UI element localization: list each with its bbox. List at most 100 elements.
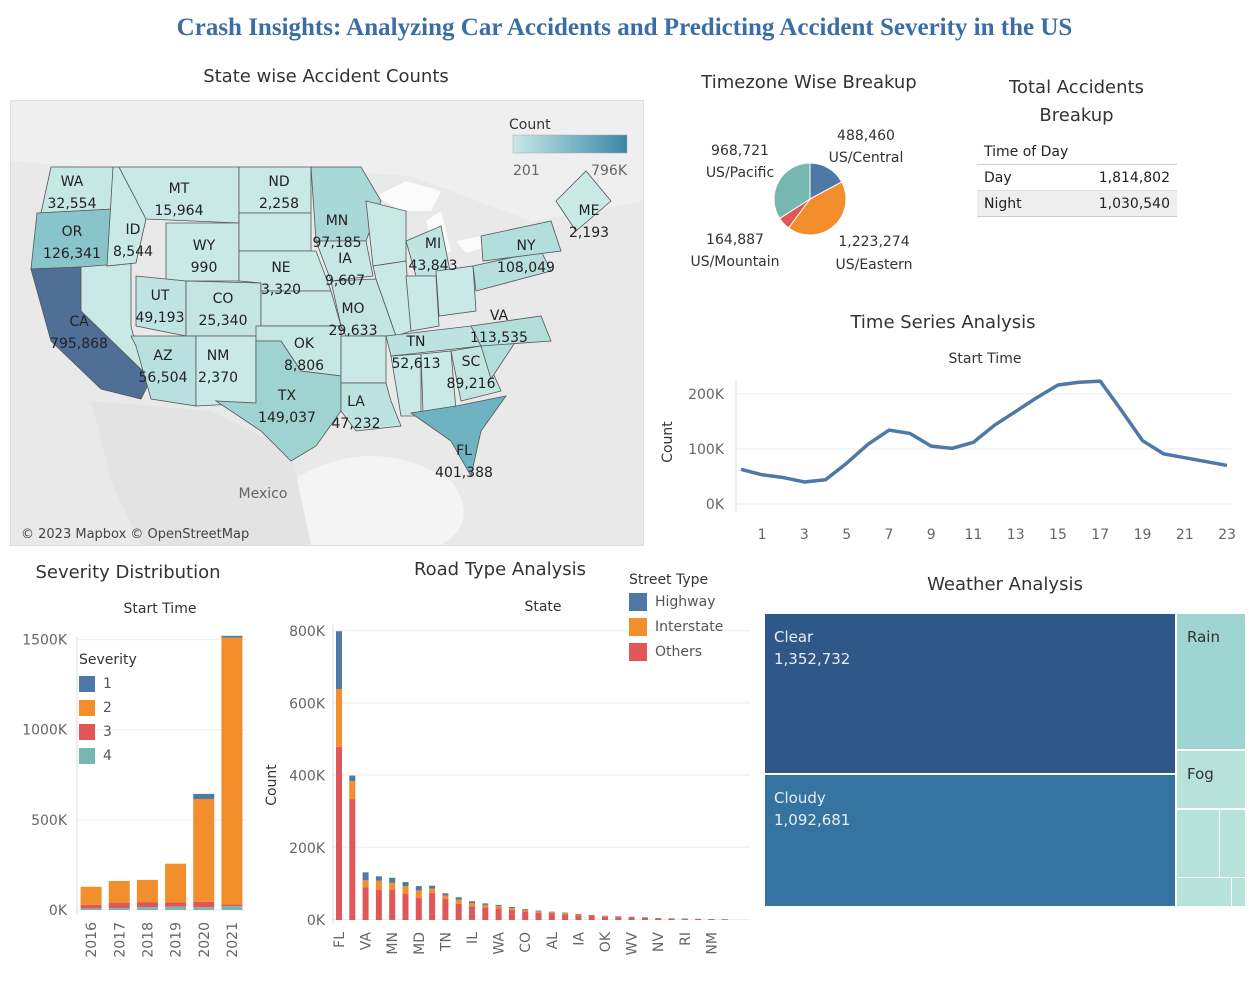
roadtype-bar-0-interstate[interactable]	[336, 688, 342, 747]
severity-bar-2021-s3[interactable]	[221, 904, 243, 907]
roadtype-bar-13-others[interactable]	[508, 909, 515, 920]
severity-bar-2021-s4[interactable]	[221, 906, 243, 910]
roadtype-bar-5-others[interactable]	[402, 894, 409, 920]
severity-bar-2017-s4[interactable]	[108, 908, 130, 910]
severity-bar-2019-s2[interactable]	[165, 863, 187, 903]
roadtype-bar-19-interstate[interactable]	[588, 915, 595, 917]
roadtype-bar-28-highway[interactable]	[708, 919, 715, 920]
roadtype-bar-27-highway[interactable]	[695, 918, 702, 920]
roadtype-bar-15-highway[interactable]	[535, 910, 542, 912]
roadtype-bar-4-highway[interactable]	[389, 877, 396, 883]
roadtype-bar-28-others[interactable]	[708, 919, 715, 920]
severity-legend-item-4[interactable]: 4	[79, 744, 137, 768]
severity-bar-2020-s3[interactable]	[193, 901, 215, 908]
roadtype-bar-26-highway[interactable]	[681, 918, 688, 920]
weather-treemap[interactable]: Clear 1,352,732 Cloudy 1,092,681 Rain Fo…	[765, 614, 1245, 906]
roadtype-bar-18-others[interactable]	[575, 915, 582, 920]
weather-tile-small-2[interactable]	[1220, 810, 1245, 878]
roadtype-bar-23-others[interactable]	[641, 917, 648, 920]
roadtype-bar-18-highway[interactable]	[575, 913, 582, 915]
roadtype-bar-7-interstate[interactable]	[429, 888, 436, 893]
roadtype-bar-20-highway[interactable]	[602, 915, 608, 917]
roadtype-bar-5-interstate[interactable]	[402, 886, 409, 895]
roadtype-bar-9-others[interactable]	[455, 903, 462, 920]
roadtype-bar-14-others[interactable]	[522, 911, 529, 920]
roadtype-bar-22-others[interactable]	[628, 917, 635, 920]
roadtype-bar-14-highway[interactable]	[522, 908, 529, 910]
severity-bar-2017-s3[interactable]	[108, 902, 130, 909]
roadtype-bar-3-highway[interactable]	[375, 876, 382, 881]
roadtype-bar-0-others[interactable]	[336, 746, 342, 920]
roadtype-bar-13-interstate[interactable]	[508, 908, 515, 910]
roadtype-bar-4-others[interactable]	[389, 890, 396, 920]
roadtype-bar-24-highway[interactable]	[655, 918, 662, 919]
severity-bar-2018-s2[interactable]	[136, 879, 158, 903]
roadtype-bar-26-others[interactable]	[681, 918, 688, 920]
severity-chart[interactable]: 0K 500K 1000K 1500K 2016 2017 2018 2019 2020 2021	[0, 620, 260, 965]
roadtype-bar-15-interstate[interactable]	[535, 911, 542, 913]
roadtype-chart[interactable]: Count 0K 200K 400K 600K 800K FL VA MN MD TN IL WA CO…	[255, 610, 760, 975]
weather-tile-rain[interactable]: Rain	[1177, 614, 1245, 750]
roadtype-bar-2-interstate[interactable]	[362, 880, 369, 888]
severity-bar-2019-s4[interactable]	[165, 906, 187, 910]
severity-bar-2017-s2[interactable]	[108, 880, 130, 903]
roadtype-legend-interstate[interactable]: Interstate	[629, 615, 723, 640]
state-map[interactable]: Count 201 796K Mexico © 2023 Mapbox © Op…	[10, 100, 644, 546]
roadtype-bar-24-others[interactable]	[655, 918, 662, 920]
roadtype-bar-15-others[interactable]	[535, 912, 542, 920]
pie-slice-us-pacific[interactable]	[773, 162, 811, 220]
roadtype-bar-27-others[interactable]	[695, 919, 702, 920]
roadtype-bar-18-interstate[interactable]	[575, 914, 582, 916]
roadtype-bar-16-highway[interactable]	[548, 911, 555, 913]
roadtype-bar-4-interstate[interactable]	[389, 882, 396, 891]
severity-bar-2018-s4[interactable]	[136, 907, 158, 910]
severity-bar-2020-s4[interactable]	[193, 907, 215, 910]
roadtype-bar-0-highway[interactable]	[336, 631, 342, 689]
roadtype-bar-7-others[interactable]	[429, 892, 436, 920]
timezone-pie[interactable]: 968,721 US/Pacific 488,460 US/Central 16…	[680, 118, 940, 278]
roadtype-bar-20-interstate[interactable]	[602, 916, 608, 917]
roadtype-bar-6-others[interactable]	[415, 897, 422, 920]
roadtype-bar-8-others[interactable]	[442, 899, 449, 920]
roadtype-bar-20-others[interactable]	[602, 916, 608, 920]
weather-tile-small-1[interactable]	[1177, 810, 1220, 878]
severity-legend-item-2[interactable]: 2	[79, 696, 137, 720]
pie-slice-us-eastern[interactable]	[787, 181, 847, 236]
roadtype-bar-22-highway[interactable]	[628, 916, 635, 918]
severity-bar-2020-s1[interactable]	[193, 793, 215, 799]
roadtype-bar-21-others[interactable]	[615, 917, 622, 920]
weather-tile-small-3[interactable]	[1177, 878, 1232, 906]
roadtype-bar-1-others[interactable]	[349, 799, 356, 920]
roadtype-bar-7-highway[interactable]	[429, 885, 436, 889]
roadtype-bar-17-highway[interactable]	[562, 912, 569, 914]
severity-bar-2016-s2[interactable]	[80, 886, 102, 905]
roadtype-legend-others[interactable]: Others	[629, 640, 723, 665]
severity-legend-item-3[interactable]: 3	[79, 720, 137, 744]
severity-legend-item-1[interactable]: 1	[79, 672, 137, 696]
roadtype-bar-16-others[interactable]	[548, 913, 555, 920]
roadtype-bar-19-others[interactable]	[588, 916, 595, 920]
roadtype-bar-17-others[interactable]	[562, 914, 569, 920]
roadtype-bar-16-interstate[interactable]	[548, 912, 555, 914]
roadtype-bar-10-others[interactable]	[469, 906, 475, 920]
timeseries-line[interactable]	[740, 379, 1228, 484]
roadtype-bar-12-others[interactable]	[495, 908, 502, 920]
roadtype-bar-17-interstate[interactable]	[562, 913, 569, 915]
roadtype-bar-6-highway[interactable]	[415, 886, 422, 891]
severity-bar-2016-s3[interactable]	[80, 904, 102, 909]
roadtype-bar-5-highway[interactable]	[402, 882, 409, 887]
roadtype-bar-21-interstate[interactable]	[615, 916, 622, 918]
severity-bar-2021-s2[interactable]	[221, 637, 243, 905]
weather-tile-fog[interactable]: Fog	[1177, 751, 1245, 809]
roadtype-bar-11-interstate[interactable]	[482, 904, 489, 908]
roadtype-bar-25-others[interactable]	[668, 918, 675, 920]
roadtype-bar-6-interstate[interactable]	[415, 890, 422, 898]
roadtype-bar-9-highway[interactable]	[455, 897, 462, 900]
roadtype-bar-29-highway[interactable]	[721, 919, 728, 920]
roadtype-bar-12-highway[interactable]	[495, 904, 502, 906]
roadtype-bar-23-highway[interactable]	[641, 917, 648, 918]
roadtype-bar-8-highway[interactable]	[442, 893, 449, 896]
roadtype-bar-13-highway[interactable]	[508, 907, 515, 909]
roadtype-bar-11-others[interactable]	[482, 907, 489, 920]
severity-bar-2018-s3[interactable]	[136, 902, 158, 908]
